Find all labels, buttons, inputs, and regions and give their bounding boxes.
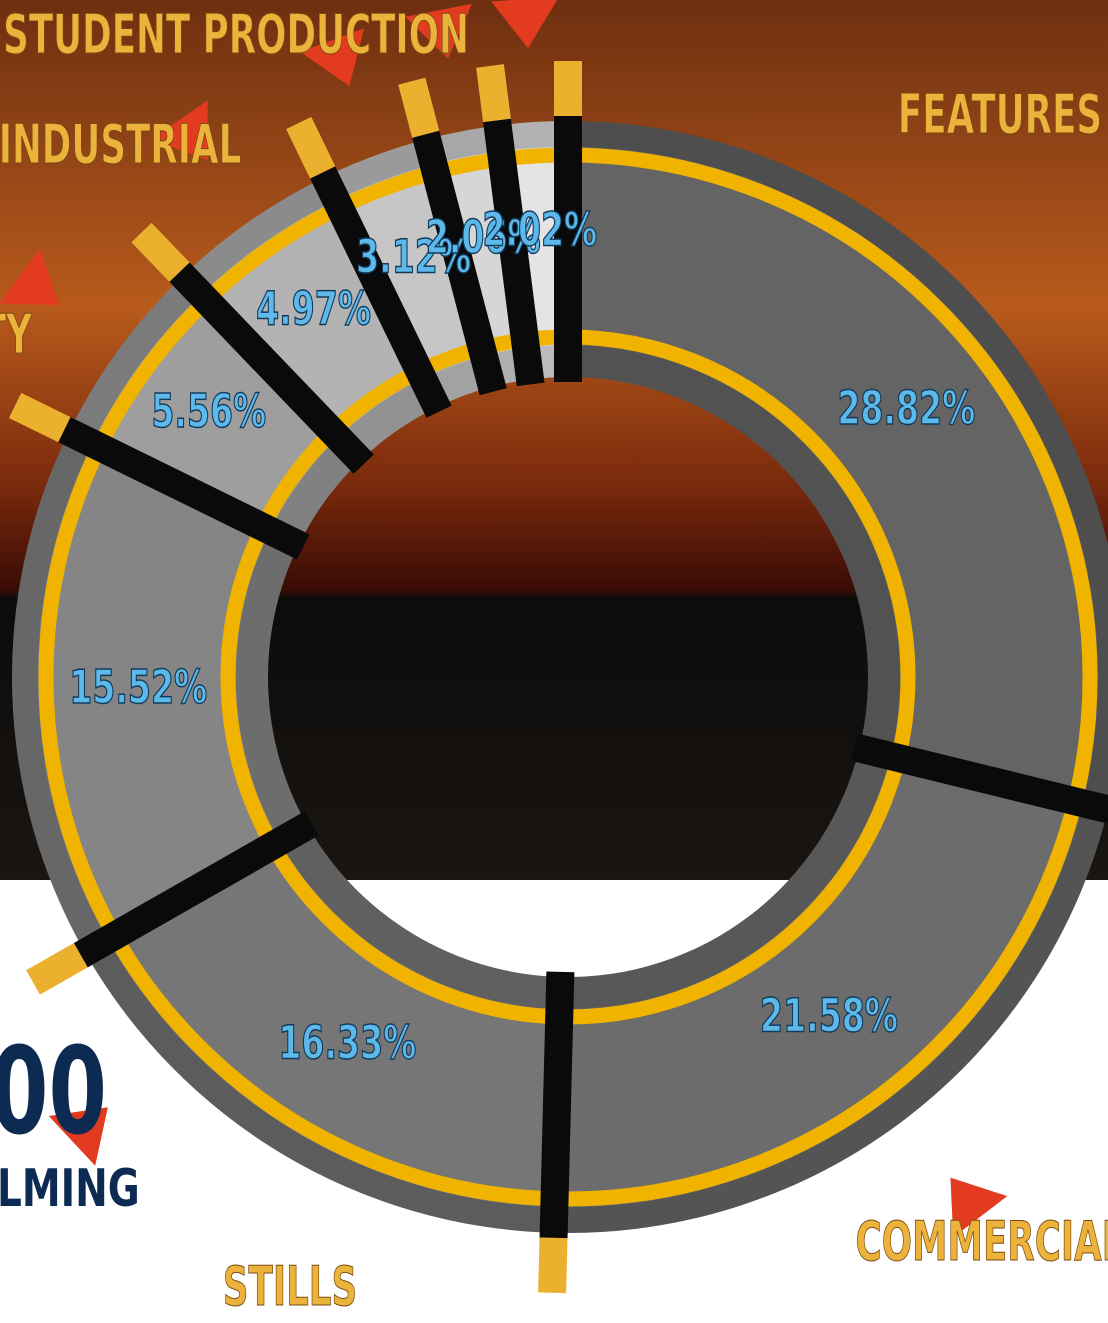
divider-tab: [398, 77, 440, 138]
pointer-arrow: [151, 100, 208, 161]
category-label: INDUSTRIAL: [0, 113, 241, 176]
divider: [539, 971, 575, 1239]
divider-tab: [476, 64, 511, 123]
pointer-arrow: [950, 1177, 1008, 1238]
pointer-arrow: [48, 1107, 108, 1166]
divider: [73, 811, 319, 968]
divider: [310, 166, 452, 418]
category-label: COMMERCIAL: [856, 1210, 1108, 1273]
value-label: 4.97%: [256, 283, 371, 336]
value-label: 2.02%: [482, 204, 597, 257]
cropped-number: 00: [0, 1023, 107, 1162]
divider-tab: [8, 392, 71, 443]
divider-tab: [538, 1237, 568, 1294]
divider-tab: [26, 942, 88, 995]
donut-segment: [324, 139, 492, 408]
divider: [483, 118, 545, 387]
divider: [58, 417, 310, 560]
divider-tab: [286, 116, 336, 179]
pointer-arrow: [491, 0, 558, 49]
category-label: STUDENT PRODUCTION: [3, 3, 469, 66]
pointer-arrow: [405, 3, 472, 59]
value-label: 28.82%: [837, 383, 975, 436]
cropped-caption: LMING: [0, 1157, 140, 1218]
donut-segment: [85, 825, 561, 1233]
divider: [412, 130, 507, 396]
category-label: TY: [0, 303, 33, 366]
value-label: 15.52%: [69, 662, 207, 715]
divider-tab: [131, 222, 190, 282]
divider: [169, 262, 374, 474]
category-label: STILLS: [223, 1255, 357, 1318]
pointer-arrow: [0, 248, 60, 306]
value-label: 3.12%: [356, 231, 471, 284]
donut-segment: [553, 748, 1108, 1233]
value-label: 21.58%: [760, 990, 898, 1043]
value-label: 16.33%: [278, 1017, 416, 1070]
category-label: FEATURES: [898, 83, 1102, 146]
value-label: 2.06%: [426, 211, 541, 264]
donut-segment: [11, 431, 308, 953]
value-label: 5.56%: [151, 386, 266, 439]
divider: [851, 733, 1108, 824]
pointer-arrow: [300, 28, 365, 87]
